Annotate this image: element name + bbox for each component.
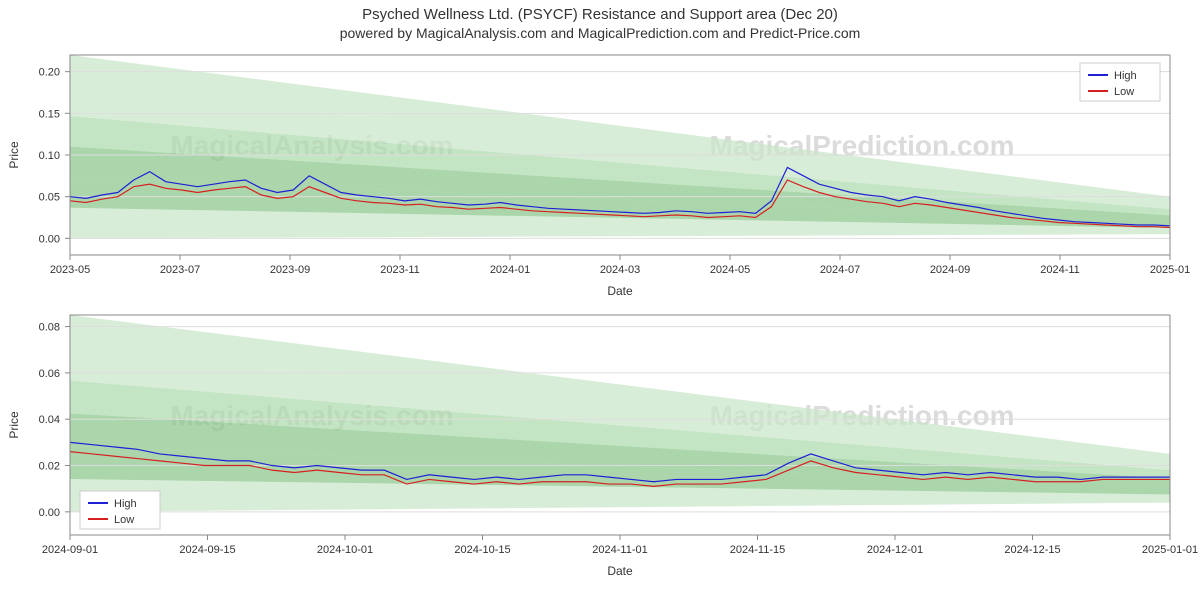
svg-text:2024-10-01: 2024-10-01	[317, 544, 373, 556]
svg-text:2023-07: 2023-07	[160, 264, 200, 276]
svg-text:0.02: 0.02	[39, 461, 60, 473]
svg-text:0.20: 0.20	[39, 67, 60, 79]
svg-text:2024-12-01: 2024-12-01	[867, 544, 923, 556]
svg-text:2024-05: 2024-05	[710, 264, 750, 276]
svg-text:0.10: 0.10	[39, 150, 60, 162]
svg-text:0.00: 0.00	[39, 507, 60, 519]
svg-text:2024-09-15: 2024-09-15	[179, 544, 235, 556]
chart-top: MagicalAnalysis.comMagicalPrediction.com…	[0, 45, 1200, 305]
svg-text:2024-11: 2024-11	[1040, 264, 1080, 276]
chart-top-svg: MagicalAnalysis.comMagicalPrediction.com…	[0, 45, 1200, 305]
svg-text:2023-11: 2023-11	[380, 264, 420, 276]
svg-text:2024-09: 2024-09	[930, 264, 970, 276]
svg-text:2023-09: 2023-09	[270, 264, 310, 276]
svg-text:Price: Price	[7, 141, 21, 169]
svg-text:Low: Low	[114, 514, 134, 526]
svg-text:High: High	[1114, 70, 1137, 82]
svg-text:2024-11-01: 2024-11-01	[592, 544, 647, 556]
svg-text:2023-05: 2023-05	[50, 264, 90, 276]
svg-text:2024-11-15: 2024-11-15	[730, 544, 785, 556]
svg-text:0.04: 0.04	[39, 414, 60, 426]
chart-bottom-svg: MagicalAnalysis.comMagicalPrediction.com…	[0, 305, 1200, 585]
svg-text:2024-10-15: 2024-10-15	[454, 544, 510, 556]
svg-text:0.00: 0.00	[39, 233, 60, 245]
svg-text:Date: Date	[607, 284, 633, 298]
svg-text:2024-03: 2024-03	[600, 264, 640, 276]
svg-text:0.08: 0.08	[39, 322, 60, 334]
svg-text:Price: Price	[7, 411, 21, 439]
svg-text:2024-07: 2024-07	[820, 264, 860, 276]
svg-text:0.05: 0.05	[39, 192, 60, 204]
svg-text:0.06: 0.06	[39, 368, 60, 380]
chart-title: Psyched Wellness Ltd. (PSYCF) Resistance…	[0, 0, 1200, 23]
svg-text:0.15: 0.15	[39, 108, 60, 120]
chart-subtitle: powered by MagicalAnalysis.com and Magic…	[0, 23, 1200, 45]
svg-text:High: High	[114, 498, 137, 510]
svg-text:2025-01-01: 2025-01-01	[1142, 544, 1198, 556]
svg-text:Date: Date	[607, 564, 633, 578]
svg-text:2025-01: 2025-01	[1150, 264, 1190, 276]
svg-text:2024-01: 2024-01	[490, 264, 530, 276]
chart-bottom: MagicalAnalysis.comMagicalPrediction.com…	[0, 305, 1200, 585]
svg-text:Low: Low	[1114, 86, 1134, 98]
svg-text:2024-09-01: 2024-09-01	[42, 544, 98, 556]
svg-text:2024-12-15: 2024-12-15	[1004, 544, 1060, 556]
